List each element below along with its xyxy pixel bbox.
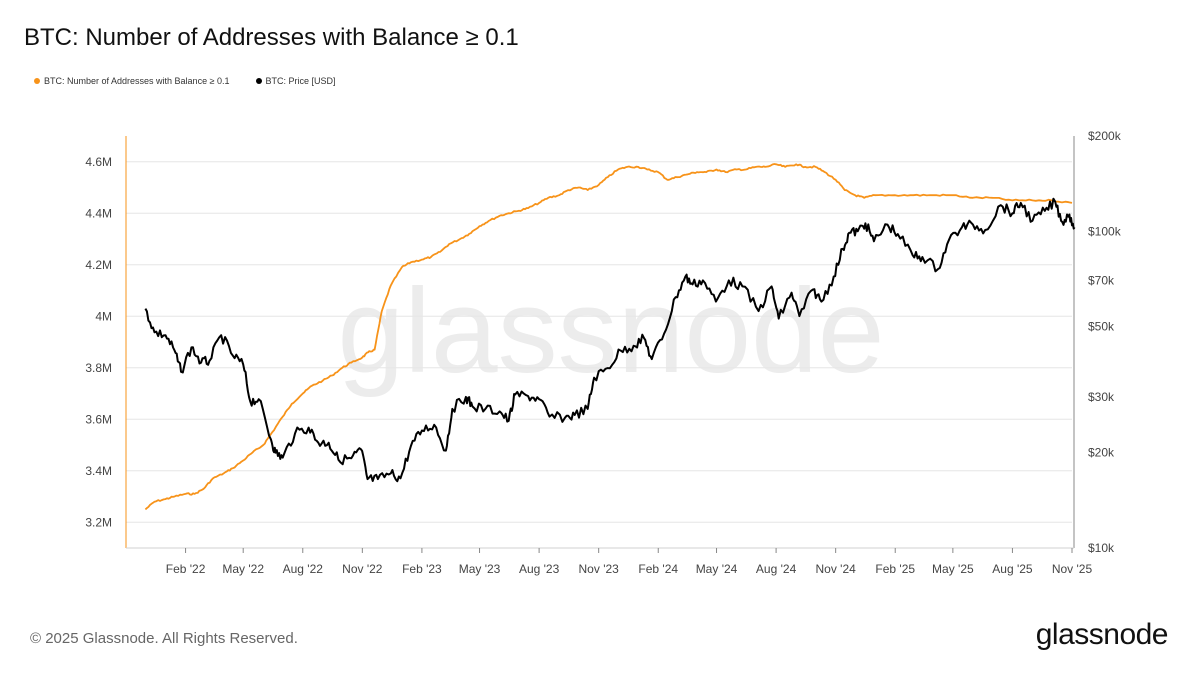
y-left-tick-label: 4.2M bbox=[85, 258, 112, 272]
legend-label-addresses: BTC: Number of Addresses with Balance ≥ … bbox=[44, 76, 230, 86]
x-tick-label: May '25 bbox=[932, 562, 974, 576]
chart-title: BTC: Number of Addresses with Balance ≥ … bbox=[24, 24, 519, 51]
y-right-tick-label: $50k bbox=[1088, 320, 1115, 334]
series-line-addresses bbox=[144, 163, 1073, 511]
x-tick-label: Nov '22 bbox=[342, 562, 383, 576]
copyright-text: © 2025 Glassnode. All Rights Reserved. bbox=[30, 630, 298, 647]
legend-item-addresses[interactable]: BTC: Number of Addresses with Balance ≥ … bbox=[34, 76, 230, 86]
legend-label-price: BTC: Price [USD] bbox=[265, 76, 336, 86]
y-left-tick-label: 4.6M bbox=[85, 155, 112, 169]
x-tick-label: May '23 bbox=[459, 562, 501, 576]
glassnode-logo[interactable]: glassnode bbox=[1035, 618, 1169, 651]
x-tick-label: Nov '24 bbox=[816, 562, 857, 576]
x-tick-label: Aug '25 bbox=[992, 562, 1033, 576]
legend-item-price[interactable]: BTC: Price [USD] bbox=[255, 76, 336, 86]
y-right-tick-label: $100k bbox=[1088, 224, 1122, 238]
series-line-price bbox=[144, 197, 1076, 483]
y-left-tick-label: 4M bbox=[95, 309, 112, 323]
x-tick-label: May '24 bbox=[696, 562, 738, 576]
x-tick-label: Feb '24 bbox=[638, 562, 678, 576]
y-right-tick-label: $200k bbox=[1088, 129, 1122, 143]
y-left-tick-label: 3.6M bbox=[85, 412, 112, 426]
y-left-tick-label: 3.2M bbox=[85, 515, 112, 529]
x-tick-label: Nov '23 bbox=[579, 562, 620, 576]
y-left-tick-label: 4.4M bbox=[85, 206, 112, 220]
y-right-tick-label: $10k bbox=[1088, 541, 1115, 555]
x-tick-label: May '22 bbox=[222, 562, 264, 576]
chart-legend: BTC: Number of Addresses with Balance ≥ … bbox=[34, 76, 336, 86]
x-tick-label: Aug '24 bbox=[756, 562, 797, 576]
x-tick-label: Aug '22 bbox=[283, 562, 324, 576]
watermark-text: glassnode bbox=[337, 264, 884, 398]
x-tick-label: Feb '25 bbox=[875, 562, 915, 576]
legend-dot-addresses bbox=[34, 78, 40, 84]
y-right-tick-label: $30k bbox=[1088, 390, 1115, 404]
y-left-tick-label: 3.8M bbox=[85, 361, 112, 375]
y-left-tick-label: 3.4M bbox=[85, 464, 112, 478]
x-tick-label: Feb '23 bbox=[402, 562, 442, 576]
legend-dot-price bbox=[255, 78, 262, 84]
x-tick-label: Aug '23 bbox=[519, 562, 560, 576]
y-right-tick-label: $70k bbox=[1088, 273, 1115, 287]
x-tick-label: Nov '25 bbox=[1052, 562, 1093, 576]
x-tick-label: Feb '22 bbox=[166, 562, 206, 576]
y-right-tick-label: $20k bbox=[1088, 446, 1115, 460]
